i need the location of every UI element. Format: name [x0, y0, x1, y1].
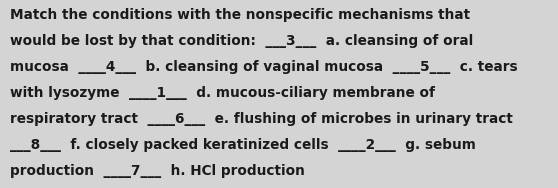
Text: ___8___  f. closely packed keratinized cells  ____2___  g. sebum: ___8___ f. closely packed keratinized ce… [10, 138, 476, 152]
Text: with lysozyme  ____1___  d. mucous-ciliary membrane of: with lysozyme ____1___ d. mucous-ciliary… [10, 86, 435, 100]
Text: respiratory tract  ____6___  e. flushing of microbes in urinary tract: respiratory tract ____6___ e. flushing o… [10, 112, 513, 126]
Text: mucosa  ____4___  b. cleansing of vaginal mucosa  ____5___  c. tears: mucosa ____4___ b. cleansing of vaginal … [10, 60, 518, 74]
Text: production  ____7___  h. HCl production: production ____7___ h. HCl production [10, 164, 305, 178]
Text: would be lost by that condition:  ___3___  a. cleansing of oral: would be lost by that condition: ___3___… [10, 34, 473, 48]
Text: Match the conditions with the nonspecific mechanisms that: Match the conditions with the nonspecifi… [10, 8, 470, 22]
